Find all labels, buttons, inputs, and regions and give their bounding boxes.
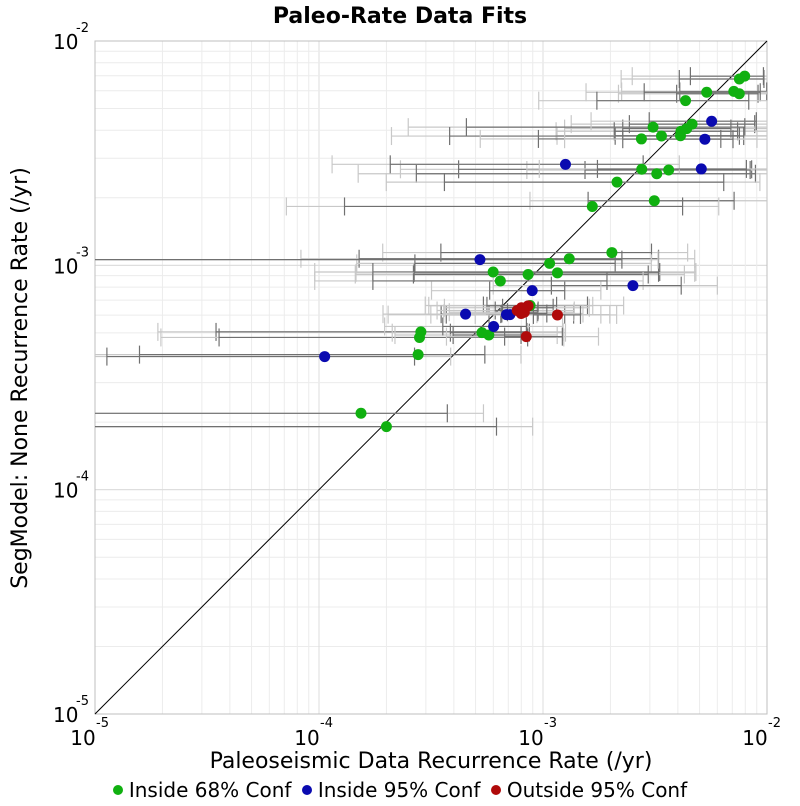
x-tick-base: 10 <box>294 726 319 750</box>
data-point-inside68 <box>647 121 659 133</box>
x-axis-label: Paleoseismic Data Recurrence Rate (/yr) <box>210 749 653 774</box>
data-point-inside68 <box>606 247 618 259</box>
x-tick-label: 10-3 <box>518 716 557 750</box>
data-point-inside68 <box>551 267 563 279</box>
y-tick-base: 10 <box>53 703 78 727</box>
y-tick-exponent: -3 <box>76 245 89 260</box>
data-point-inside68 <box>733 73 745 85</box>
data-point-inside68 <box>483 329 495 341</box>
data-point-outside95 <box>515 307 527 319</box>
data-point-inside95 <box>627 280 639 292</box>
data-point-inside68 <box>494 275 506 287</box>
y-axis-label: SegModel: None Recurrence Rate (/yr) <box>8 167 33 589</box>
legend-marker-inside68 <box>112 785 123 795</box>
data-point-inside95 <box>474 254 486 266</box>
x-tick-label: 10-2 <box>742 716 781 750</box>
x-tick-base: 10 <box>70 726 95 750</box>
x-tick-labels: 10-510-410-310-2 <box>70 716 781 750</box>
legend-item-inside68: Inside 68% Conf <box>112 778 292 802</box>
x-tick-exponent: -3 <box>544 716 557 731</box>
y-tick-label: 10-3 <box>53 245 89 278</box>
x-tick-label: 10-5 <box>70 716 109 750</box>
y-tick-label: 10-5 <box>53 694 89 727</box>
legend-item-inside95: Inside 95% Conf <box>301 778 481 802</box>
x-tick-label: 10-4 <box>294 716 333 750</box>
legend-label-inside95: Inside 95% Conf <box>317 778 481 802</box>
data-point-inside68 <box>680 95 692 107</box>
data-point-inside68 <box>611 176 623 188</box>
legend-label-outside95: Outside 95% Conf <box>506 778 688 802</box>
y-tick-label: 10-4 <box>53 470 89 503</box>
legend-label-inside68: Inside 68% Conf <box>128 778 292 802</box>
legend-marker-outside95 <box>490 785 501 795</box>
data-point-inside68 <box>675 130 687 142</box>
data-point-outside95 <box>551 309 563 321</box>
data-point-inside95 <box>526 285 538 297</box>
y-tick-labels: 10-510-410-310-2 <box>53 21 89 727</box>
data-point-inside68 <box>487 266 499 278</box>
data-point-inside68 <box>663 164 675 176</box>
x-tick-exponent: -5 <box>96 716 109 731</box>
y-tick-base: 10 <box>53 479 78 503</box>
data-points <box>319 70 751 433</box>
y-tick-base: 10 <box>53 254 78 278</box>
data-point-inside68 <box>380 421 392 433</box>
data-point-inside68 <box>655 130 667 142</box>
y-tick-exponent: -2 <box>76 21 89 36</box>
data-point-inside95 <box>488 320 500 332</box>
legend: Inside 68% Conf Inside 95% Conf Outside … <box>0 778 800 802</box>
data-point-inside68 <box>563 253 575 265</box>
data-point-inside68 <box>733 88 745 100</box>
data-point-inside95 <box>699 133 711 145</box>
legend-item-outside95: Outside 95% Conf <box>490 778 688 802</box>
data-point-inside95 <box>559 158 571 170</box>
data-point-inside95 <box>460 308 472 320</box>
chart-title: Paleo-Rate Data Fits <box>273 4 527 29</box>
grid <box>94 40 768 715</box>
data-point-inside68 <box>522 269 534 281</box>
x-tick-exponent: -4 <box>320 716 333 731</box>
data-point-inside68 <box>414 331 426 343</box>
data-point-inside68 <box>586 200 598 212</box>
data-point-inside68 <box>412 349 424 361</box>
x-tick-base: 10 <box>518 726 543 750</box>
data-point-inside68 <box>355 407 367 419</box>
legend-marker-inside95 <box>301 785 312 795</box>
data-point-inside68 <box>635 133 647 145</box>
data-point-inside68 <box>648 195 660 207</box>
data-point-inside68 <box>651 168 663 180</box>
y-tick-base: 10 <box>53 30 78 54</box>
data-point-inside95 <box>706 115 718 127</box>
errorbars <box>95 67 768 436</box>
reference-line <box>94 40 768 715</box>
data-point-inside68 <box>701 86 713 98</box>
data-point-inside68 <box>636 163 648 175</box>
data-point-inside95 <box>319 351 331 363</box>
data-point-outside95 <box>520 331 532 343</box>
x-tick-exponent: -2 <box>768 716 781 731</box>
y-tick-exponent: -5 <box>76 694 89 709</box>
y-tick-exponent: -4 <box>76 470 89 485</box>
x-tick-base: 10 <box>742 726 767 750</box>
data-point-inside68 <box>544 257 556 269</box>
data-point-inside95 <box>695 163 707 175</box>
plot-area-frame <box>94 40 768 715</box>
y-tick-label: 10-2 <box>53 21 89 54</box>
